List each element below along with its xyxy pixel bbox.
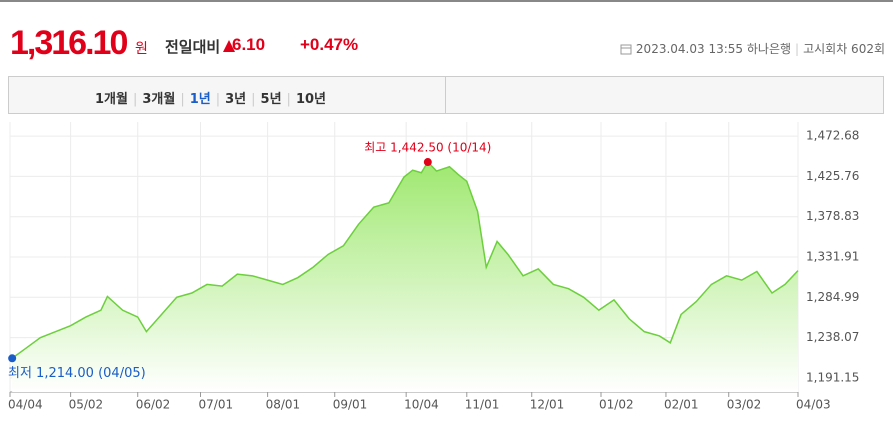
x-tick-label: 05/02: [69, 398, 104, 412]
x-tick-label: 02/01: [664, 398, 699, 412]
x-tick-label: 03/02: [727, 398, 762, 412]
y-tick-label: 1,472.68: [806, 129, 859, 143]
x-tick-label: 09/01: [333, 398, 368, 412]
x-tick-label: 12/01: [530, 398, 565, 412]
y-tick-label: 1,331.91: [806, 250, 859, 264]
x-tick-label: 08/01: [266, 398, 301, 412]
top-border: [0, 0, 893, 2]
area: [12, 162, 798, 392]
tab[interactable]: 3년: [225, 92, 247, 107]
percent: +0.47%: [300, 35, 359, 54]
x-tick-label: 06/02: [136, 398, 171, 412]
calendar-icon: [620, 44, 632, 55]
tab[interactable]: 10년: [295, 92, 326, 107]
y-tick-label: 1,284.99: [806, 290, 859, 304]
x-tick-label: 07/01: [199, 398, 234, 412]
x-tick-label: 04/03: [796, 398, 831, 412]
max-point: [423, 158, 432, 167]
min-label: 최저 1,214.00 (04/05): [8, 366, 146, 381]
x-tick-label: 10/04: [404, 398, 439, 412]
x-tick-label: 11/01: [465, 398, 500, 412]
x-tick-label: 01/02: [599, 398, 634, 412]
y-tick-label: 1,425.76: [806, 169, 859, 183]
up-icon: [223, 40, 235, 52]
max-label: 최고 1,442.50 (10/14): [364, 141, 491, 155]
meta: 2023.04.03 13:55 하나은행 | 고시회차 602회: [620, 40, 885, 57]
x-tick-label: 04/04: [8, 398, 43, 412]
header: 1,316.10 원 전일대비 6.10 +0.47% 2023.04.03 1…: [10, 24, 885, 68]
tab[interactable]: 5년: [260, 92, 282, 107]
datetime: 2023.04.03 13:55: [635, 42, 744, 56]
round: 고시회차 602회: [803, 42, 885, 56]
y-tick-label: 1,191.15: [806, 370, 859, 384]
line: [11, 160, 799, 359]
change: 6.10: [232, 35, 266, 54]
price: 1,316.10: [10, 24, 128, 62]
y-tick-label: 1,238.07: [806, 330, 859, 344]
tab[interactable]: 1개월: [95, 92, 128, 107]
tab[interactable]: 3개월: [142, 92, 176, 107]
change-label: 전일대비: [165, 38, 221, 56]
unit: 원: [135, 41, 148, 57]
bank: 하나은행: [746, 42, 792, 56]
y-tick-label: 1,378.83: [806, 209, 859, 223]
tab[interactable]: 1년: [189, 92, 211, 107]
tab-list: 1개월 | 3개월 | 1년 | 3년 | 5년 | 10년: [95, 92, 326, 107]
min-point: [8, 354, 17, 363]
tab-bar: 1개월 | 3개월 | 1년 | 3년 | 5년 | 10년: [8, 76, 884, 114]
